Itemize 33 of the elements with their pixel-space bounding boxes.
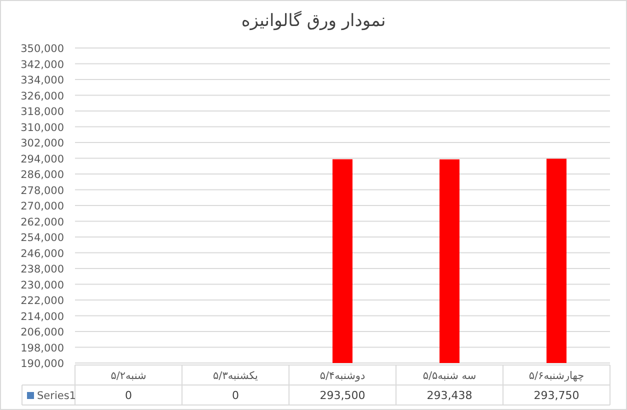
y-tick-label: 334,000 xyxy=(20,74,64,86)
x-tick-label: چهارشنبه۵/۶ xyxy=(528,370,584,382)
y-tick-label: 342,000 xyxy=(20,58,64,71)
text: 0 xyxy=(125,389,132,402)
y-tick-label: 222,000 xyxy=(20,295,64,307)
x-tick-label: یکشنبه۵/۳ xyxy=(213,370,258,382)
y-tick-label: 190,000 xyxy=(20,358,64,370)
y-tick-label: 262,000 xyxy=(20,216,64,228)
y-tick-label: 230,000 xyxy=(20,279,64,292)
text: 0 xyxy=(232,389,239,402)
y-tick-label: 206,000 xyxy=(20,326,64,338)
x-tick-label: سه شنبه۵/۵ xyxy=(422,370,476,382)
y-tick-label: 198,000 xyxy=(20,342,64,354)
y-tick-label: 318,000 xyxy=(20,106,64,118)
y-tick-label: 278,000 xyxy=(20,184,64,197)
data-label: 293,500 xyxy=(320,389,366,402)
text: Series1 xyxy=(37,390,76,402)
x-tick-label: دوشنبه۵/۴ xyxy=(320,370,366,382)
data-label: 293,750 xyxy=(534,389,580,402)
chart-title: نمودار ورق گالوانیزه xyxy=(241,10,386,31)
y-tick-label: 214,000 xyxy=(20,310,64,323)
y-tick-label: 326,000 xyxy=(20,90,64,102)
y-tick-label: 310,000 xyxy=(20,122,64,134)
y-tick-label: 294,000 xyxy=(20,153,64,166)
y-tick-label: 270,000 xyxy=(20,200,64,212)
y-tick-label: 302,000 xyxy=(20,138,64,150)
y-tick-label: 246,000 xyxy=(20,248,64,260)
y-tick-label: 350,000 xyxy=(20,43,64,55)
data-label: 293,438 xyxy=(426,389,472,402)
x-tick-label: شنبه۵/۲ xyxy=(110,370,146,382)
y-tick-label: 254,000 xyxy=(20,232,64,244)
y-tick-label: 286,000 xyxy=(20,169,64,181)
y-tick-label: 238,000 xyxy=(20,264,64,276)
